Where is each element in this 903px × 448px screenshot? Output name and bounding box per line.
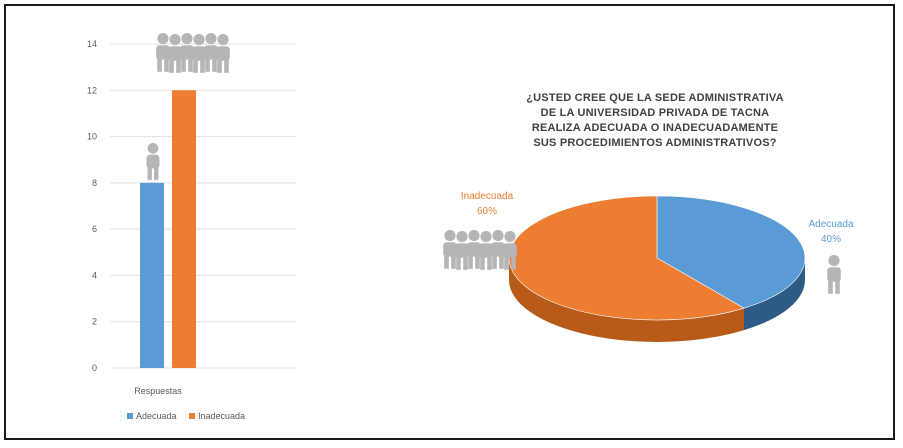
x-category-label: Respuestas xyxy=(134,386,182,396)
person-figure xyxy=(204,33,218,72)
slice-pct-inadecuada: 60% xyxy=(477,206,497,217)
bar-chart: 0 2 4 6 8 10 12 14 Respuestas Adecuada Inadecuada xyxy=(87,33,296,421)
person-figure xyxy=(467,230,481,269)
legend-swatch-adecuada xyxy=(127,413,133,419)
y-tick-label: 12 xyxy=(87,85,97,95)
legend-label-adecuada: Adecuada xyxy=(136,411,177,421)
y-tick-label: 6 xyxy=(92,224,97,234)
pie-side-inadecuada xyxy=(509,258,744,342)
legend-swatch-inadecuada xyxy=(189,413,195,419)
pie-slice-inadecuada xyxy=(508,195,745,321)
person-figure xyxy=(216,34,230,73)
person-figure xyxy=(156,33,170,72)
pie-slice-adecuada xyxy=(656,195,806,309)
pie-title-line: DE LA UNIVERSIDAD PRIVADA DE TACNA xyxy=(541,107,770,119)
single-person-icon xyxy=(146,143,160,180)
group-of-people-icon xyxy=(443,230,517,270)
y-tick-label: 0 xyxy=(92,363,97,373)
person-figure xyxy=(443,230,457,269)
single-person-icon xyxy=(827,255,841,294)
y-tick-label: 8 xyxy=(92,178,97,188)
slice-pct-adecuada: 40% xyxy=(821,234,841,245)
person-figure xyxy=(168,34,182,73)
pie-side-adecuada xyxy=(743,258,805,331)
y-tick-label: 4 xyxy=(92,270,97,280)
y-tick-label: 14 xyxy=(87,39,97,49)
pie-title-line: REALIZA ADECUADA O INADECUADAMENTE xyxy=(532,122,778,134)
slice-label-adecuada: Adecuada xyxy=(808,219,853,230)
pie-title: ¿USTED CREE QUE LA SEDE ADMINISTRATIVA DE… xyxy=(526,92,784,149)
bar-adecuada xyxy=(140,182,164,368)
slice-label-inadecuada: Inadecuada xyxy=(461,191,514,202)
y-tick-label: 10 xyxy=(87,132,97,142)
legend: Adecuada Inadecuada xyxy=(127,411,245,421)
pie-chart: ¿USTED CREE QUE LA SEDE ADMINISTRATIVA DE… xyxy=(443,92,854,342)
group-of-people-icon xyxy=(156,33,230,73)
person-figure xyxy=(455,231,469,270)
pie-title-line: ¿USTED CREE QUE LA SEDE ADMINISTRATIVA xyxy=(526,92,784,104)
legend-label-inadecuada: Inadecuada xyxy=(198,411,245,421)
pie-title-line: SUS PROCEDIMIENTOS ADMINISTRATIVOS? xyxy=(533,137,776,149)
person-figure xyxy=(479,231,493,270)
y-tick-label: 2 xyxy=(92,317,97,327)
person-figure xyxy=(491,230,505,269)
person-figure xyxy=(180,33,194,72)
person-figure xyxy=(503,231,517,270)
person-figure xyxy=(192,34,206,73)
bar-inadecuada xyxy=(172,90,196,369)
